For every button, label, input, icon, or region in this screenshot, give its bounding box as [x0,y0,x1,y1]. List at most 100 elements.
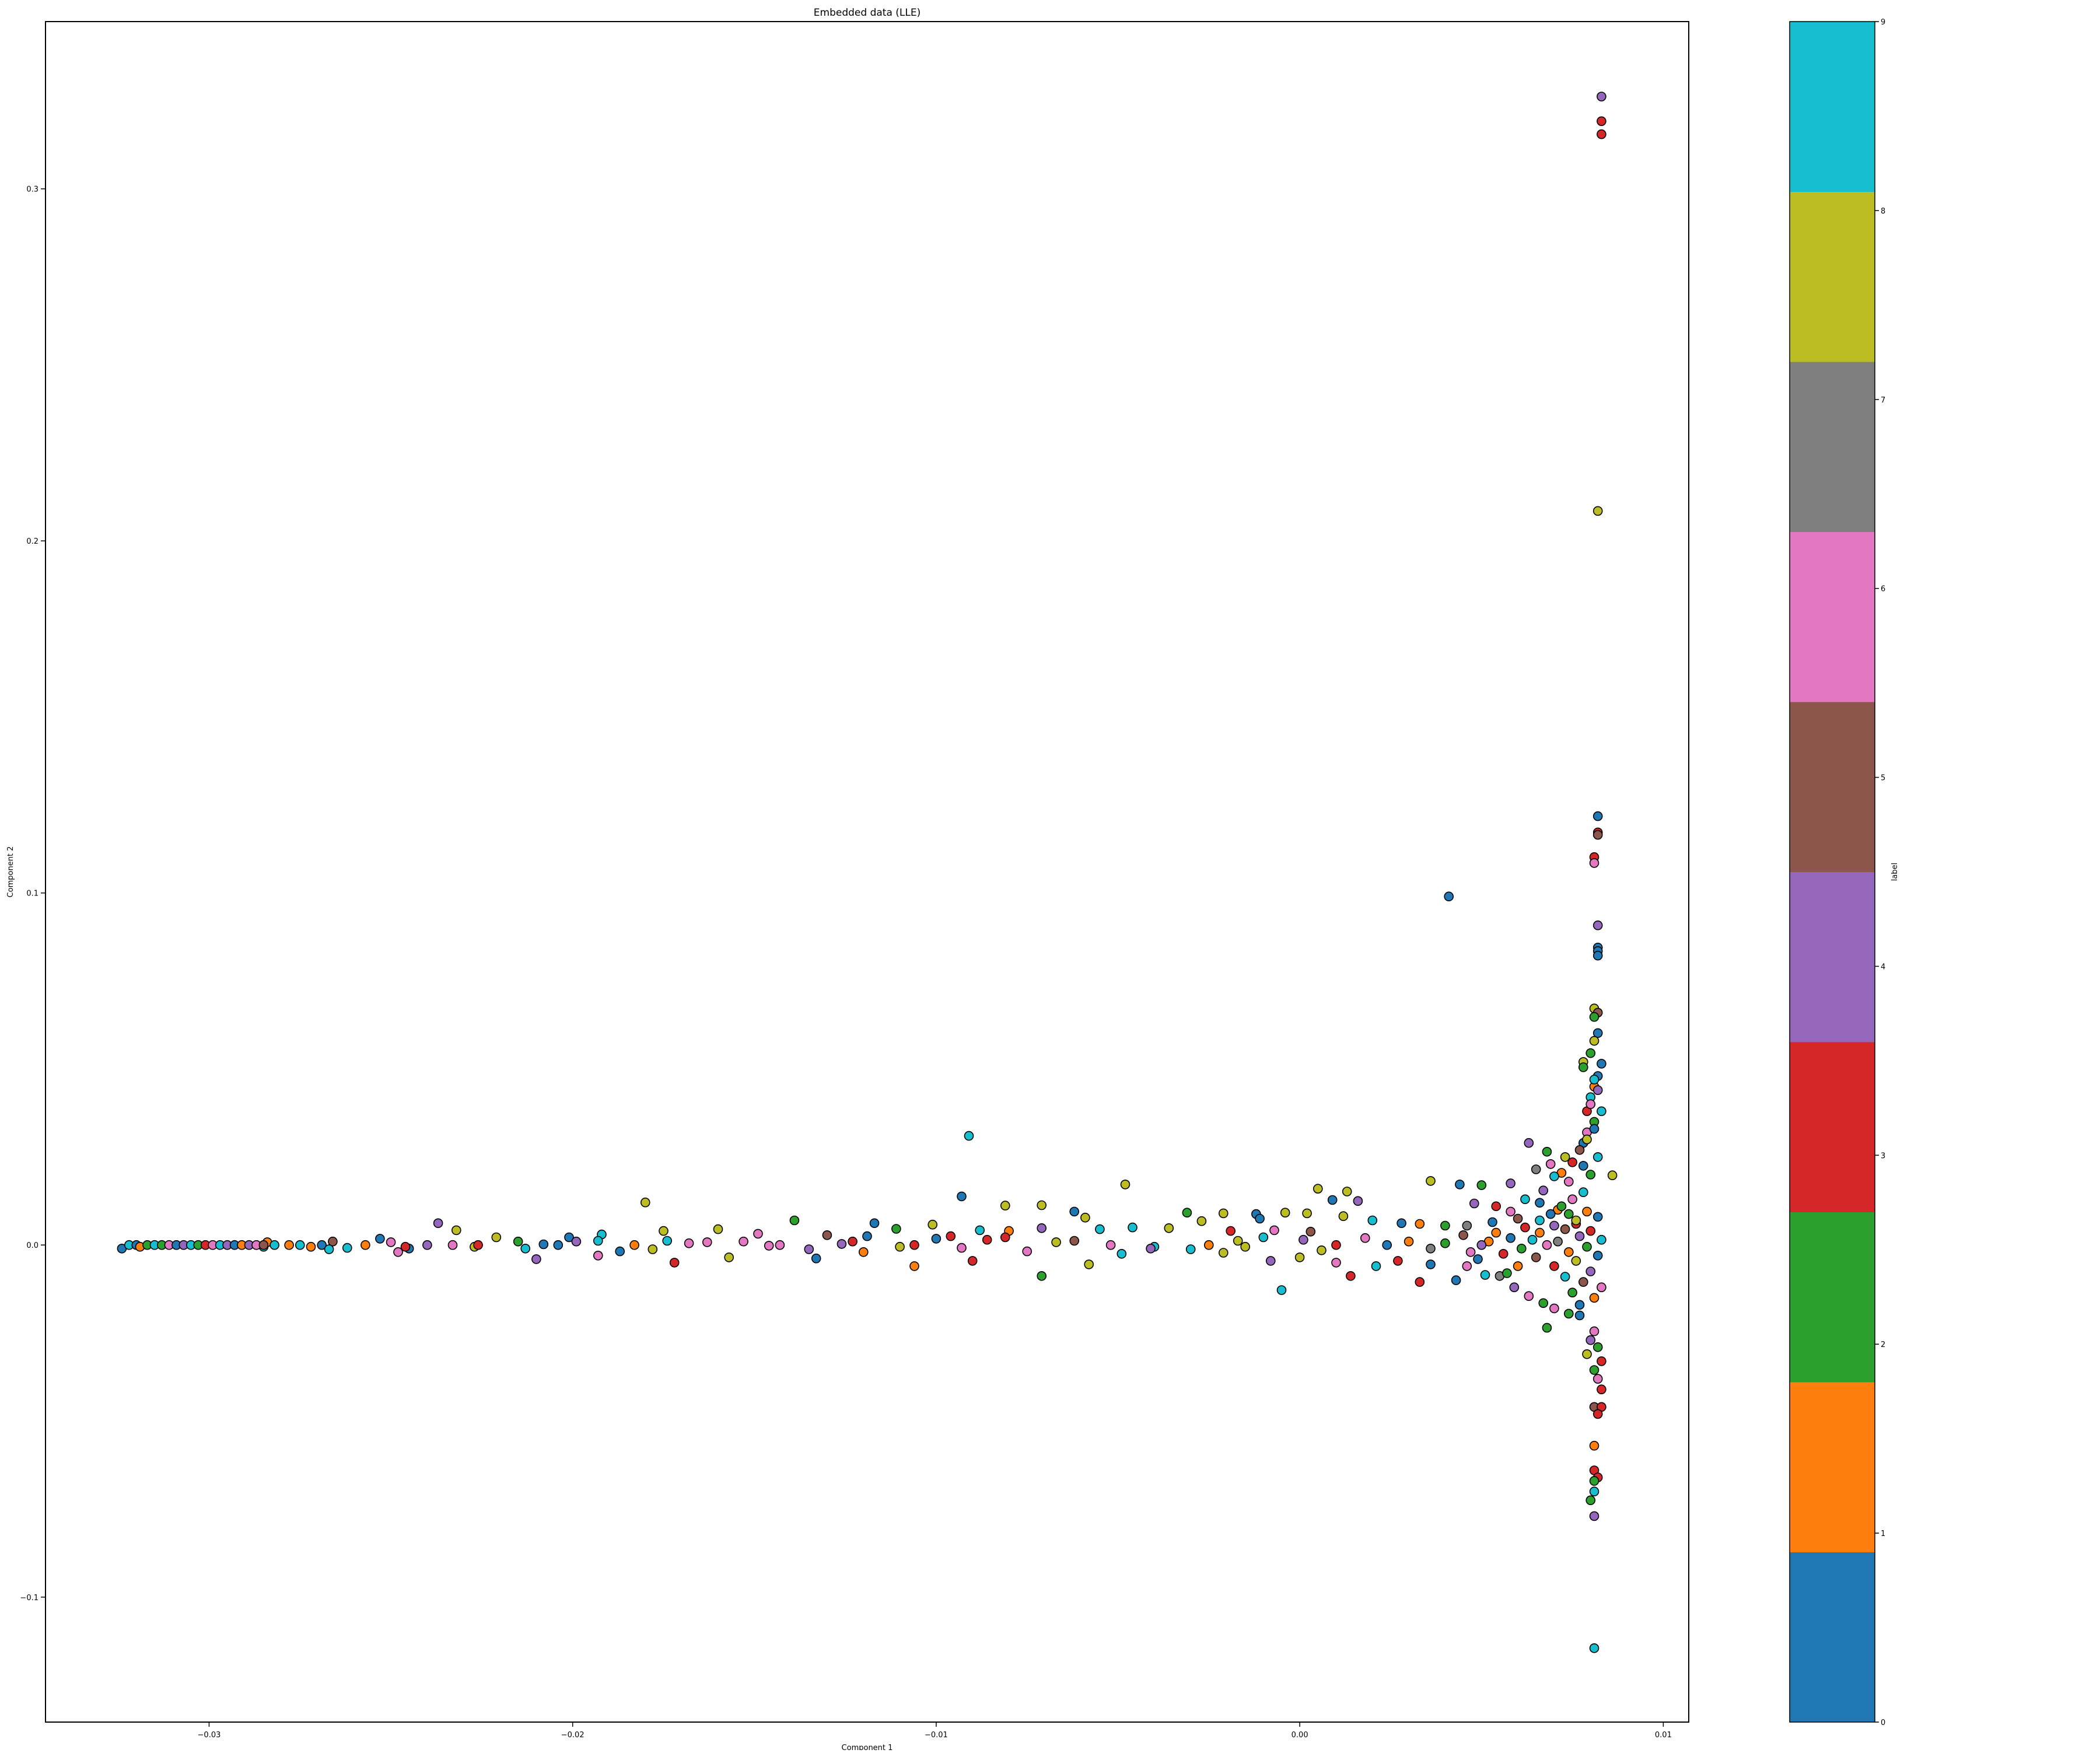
data-point [593,1236,603,1246]
data-point [1506,1233,1516,1243]
data-point [1538,1298,1548,1308]
data-point [538,1239,549,1250]
data-point [1560,1224,1570,1234]
data-point [1000,1201,1010,1210]
data-point [1346,1271,1356,1281]
data-point [775,1240,785,1250]
colorbar-tick-label: 1 [1881,1530,1885,1538]
data-point [1578,1187,1588,1197]
data-point [1393,1256,1403,1266]
data-point [1462,1220,1472,1231]
data-point [1360,1233,1370,1243]
data-point [531,1254,541,1264]
data-point [1542,1322,1552,1333]
data-point [1592,811,1603,821]
data-point [615,1246,625,1257]
data-point [1037,1200,1046,1210]
data-point [270,1240,279,1250]
data-point [306,1241,316,1252]
data-point [662,1236,672,1246]
data-point [324,1244,334,1254]
colorbar-tick-label: 7 [1881,396,1885,405]
x-tick-label: −0.03 [198,1731,221,1740]
data-point [1535,1215,1545,1226]
data-point [1586,1048,1595,1058]
data-point [1592,830,1603,840]
data-point [1185,1244,1196,1254]
data-point [1589,858,1600,868]
data-point [1592,506,1603,516]
data-point [1302,1208,1312,1219]
data-point [648,1244,658,1254]
data-point [1582,1349,1592,1359]
data-point [659,1226,668,1236]
data-point [848,1236,858,1247]
data-point [375,1234,385,1244]
data-point [1592,1342,1603,1352]
data-point [1120,1180,1130,1189]
data-point [1567,1194,1577,1205]
y-tick-label: 0.3 [26,186,38,194]
data-point [1531,1164,1541,1174]
data-point [928,1219,937,1230]
data-point [1506,1178,1516,1188]
data-point [1586,1170,1595,1180]
colorbar-segment [1790,1552,1875,1723]
x-axis: −0.03 −0.02 −0.01 0.00 0.01 [198,1722,1672,1740]
data-point [1051,1237,1061,1247]
data-point [564,1232,574,1243]
data-point [738,1236,748,1247]
data-point [702,1237,712,1247]
data-point [1586,1335,1595,1345]
data-point [1571,1256,1581,1266]
data-point [1589,1035,1600,1046]
colorbar-label: label [1891,863,1899,881]
data-point [629,1240,639,1250]
points-layer [117,92,1618,1653]
data-point [593,1251,603,1261]
x-axis-label: Component 1 [842,1744,893,1750]
data-point [862,1231,872,1241]
data-point [1589,1365,1600,1375]
x-tick-label: −0.01 [925,1731,948,1740]
data-point [1095,1224,1105,1234]
data-point [1535,1227,1545,1238]
data-point [386,1237,396,1247]
data-point [1592,1212,1603,1222]
data-point [491,1232,502,1243]
data-point [1567,1287,1577,1297]
data-point [1524,1291,1534,1301]
data-point [1415,1277,1425,1287]
data-point [1506,1206,1516,1217]
colorbar-segment [1790,702,1875,872]
data-point [1294,1252,1305,1262]
data-point [1597,1384,1606,1394]
colorbar-tick-label: 9 [1881,18,1885,27]
colorbar-frame [1789,21,1875,1723]
data-point [1597,1106,1606,1117]
data-point [1367,1215,1378,1226]
data-point [669,1258,680,1268]
data-point [957,1243,967,1253]
data-point [1592,920,1603,930]
data-point [1564,1177,1574,1187]
data-point [1491,1201,1501,1212]
data-point [1597,1234,1606,1245]
colorbar-tick-label: 2 [1881,1341,1885,1349]
data-point [1527,1234,1538,1245]
y-axis: −0.1 0.0 0.1 0.2 0.3 [20,186,46,1602]
data-point [284,1240,294,1250]
data-point [1592,1152,1603,1162]
data-point [1524,1138,1534,1148]
data-point [1545,1209,1556,1219]
data-point [1396,1218,1406,1229]
data-point [1567,1157,1577,1167]
data-point [684,1238,694,1248]
data-point [447,1240,458,1250]
data-point [931,1234,942,1244]
colorbar-segment [1790,1382,1875,1552]
colorbar-segment [1790,1212,1875,1383]
data-point [811,1253,821,1264]
data-point [1597,92,1606,102]
